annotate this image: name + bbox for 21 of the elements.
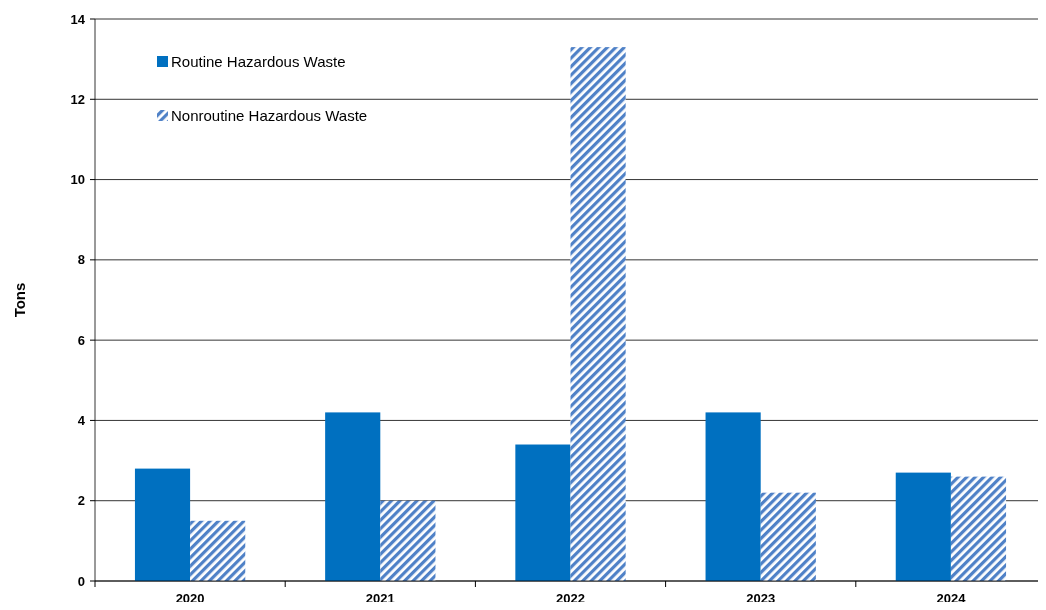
bar (895, 472, 951, 581)
bar (134, 468, 191, 581)
y-tick-label: 4 (77, 412, 86, 428)
bar (190, 520, 246, 581)
y-tick-label: 12 (70, 91, 85, 107)
bar (325, 412, 381, 581)
bar (950, 476, 1007, 581)
bar (570, 47, 626, 581)
y-axis-title: Tons (11, 282, 28, 318)
legend-label: Nonroutine Hazardous Waste (171, 107, 368, 125)
y-tick-label: 0 (77, 573, 85, 589)
y-tick-label: 8 (77, 252, 85, 268)
y-tick-label: 10 (70, 172, 85, 188)
y-tick-label: 2 (77, 493, 85, 509)
bar (380, 500, 436, 581)
bar (515, 444, 571, 581)
legend-label: Routine Hazardous Waste (171, 53, 346, 71)
y-tick-label: 6 (77, 332, 85, 348)
bar (705, 412, 761, 581)
y-tick-label: 14 (70, 11, 86, 27)
bar (760, 492, 816, 581)
